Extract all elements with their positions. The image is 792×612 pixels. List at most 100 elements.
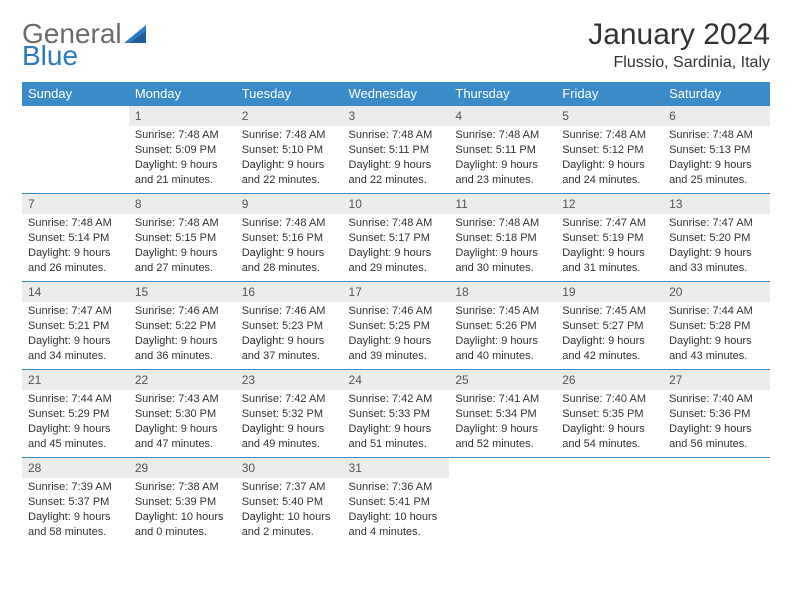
calendar-cell: [663, 458, 770, 546]
calendar-cell: 6Sunrise: 7:48 AMSunset: 5:13 PMDaylight…: [663, 106, 770, 194]
calendar-cell: 1Sunrise: 7:48 AMSunset: 5:09 PMDaylight…: [129, 106, 236, 194]
calendar-cell: 27Sunrise: 7:40 AMSunset: 5:36 PMDayligh…: [663, 370, 770, 458]
day-number: 24: [343, 370, 450, 390]
calendar-cell: 4Sunrise: 7:48 AMSunset: 5:11 PMDaylight…: [449, 106, 556, 194]
calendar-cell: 29Sunrise: 7:38 AMSunset: 5:39 PMDayligh…: [129, 458, 236, 546]
day-number: 4: [449, 106, 556, 126]
calendar-table: SundayMondayTuesdayWednesdayThursdayFrid…: [22, 82, 770, 546]
day-content: Sunrise: 7:40 AMSunset: 5:36 PMDaylight:…: [663, 390, 770, 455]
day-number: 11: [449, 194, 556, 214]
calendar-cell: 16Sunrise: 7:46 AMSunset: 5:23 PMDayligh…: [236, 282, 343, 370]
calendar-cell: 13Sunrise: 7:47 AMSunset: 5:20 PMDayligh…: [663, 194, 770, 282]
day-content: Sunrise: 7:46 AMSunset: 5:25 PMDaylight:…: [343, 302, 450, 367]
day-content: Sunrise: 7:47 AMSunset: 5:21 PMDaylight:…: [22, 302, 129, 367]
calendar-cell: 21Sunrise: 7:44 AMSunset: 5:29 PMDayligh…: [22, 370, 129, 458]
day-content: Sunrise: 7:43 AMSunset: 5:30 PMDaylight:…: [129, 390, 236, 455]
day-content: Sunrise: 7:47 AMSunset: 5:20 PMDaylight:…: [663, 214, 770, 279]
calendar-cell: 15Sunrise: 7:46 AMSunset: 5:22 PMDayligh…: [129, 282, 236, 370]
day-number: 6: [663, 106, 770, 126]
day-number: 14: [22, 282, 129, 302]
logo-text-blue: Blue: [22, 40, 770, 72]
day-number: 3: [343, 106, 450, 126]
day-number: 16: [236, 282, 343, 302]
weekday-header: Friday: [556, 82, 663, 106]
day-number: 17: [343, 282, 450, 302]
calendar-cell: 25Sunrise: 7:41 AMSunset: 5:34 PMDayligh…: [449, 370, 556, 458]
day-content: Sunrise: 7:48 AMSunset: 5:15 PMDaylight:…: [129, 214, 236, 279]
calendar-cell: 23Sunrise: 7:42 AMSunset: 5:32 PMDayligh…: [236, 370, 343, 458]
day-content: Sunrise: 7:39 AMSunset: 5:37 PMDaylight:…: [22, 478, 129, 543]
day-number: 2: [236, 106, 343, 126]
day-number: 10: [343, 194, 450, 214]
day-number: 27: [663, 370, 770, 390]
calendar-cell: 26Sunrise: 7:40 AMSunset: 5:35 PMDayligh…: [556, 370, 663, 458]
day-content: Sunrise: 7:41 AMSunset: 5:34 PMDaylight:…: [449, 390, 556, 455]
day-content: Sunrise: 7:45 AMSunset: 5:26 PMDaylight:…: [449, 302, 556, 367]
calendar-cell: 9Sunrise: 7:48 AMSunset: 5:16 PMDaylight…: [236, 194, 343, 282]
calendar-cell: 7Sunrise: 7:48 AMSunset: 5:14 PMDaylight…: [22, 194, 129, 282]
calendar-cell: 24Sunrise: 7:42 AMSunset: 5:33 PMDayligh…: [343, 370, 450, 458]
calendar-cell: 30Sunrise: 7:37 AMSunset: 5:40 PMDayligh…: [236, 458, 343, 546]
day-number: 1: [129, 106, 236, 126]
day-content: Sunrise: 7:46 AMSunset: 5:23 PMDaylight:…: [236, 302, 343, 367]
calendar-cell: 10Sunrise: 7:48 AMSunset: 5:17 PMDayligh…: [343, 194, 450, 282]
calendar-cell: 22Sunrise: 7:43 AMSunset: 5:30 PMDayligh…: [129, 370, 236, 458]
day-number: 25: [449, 370, 556, 390]
day-number: 31: [343, 458, 450, 478]
day-content: Sunrise: 7:36 AMSunset: 5:41 PMDaylight:…: [343, 478, 450, 543]
calendar-cell: 8Sunrise: 7:48 AMSunset: 5:15 PMDaylight…: [129, 194, 236, 282]
calendar-cell: [449, 458, 556, 546]
calendar-cell: 17Sunrise: 7:46 AMSunset: 5:25 PMDayligh…: [343, 282, 450, 370]
day-number: 21: [22, 370, 129, 390]
weekday-header: Thursday: [449, 82, 556, 106]
day-content: Sunrise: 7:48 AMSunset: 5:11 PMDaylight:…: [343, 126, 450, 191]
day-number: 5: [556, 106, 663, 126]
day-content: Sunrise: 7:44 AMSunset: 5:29 PMDaylight:…: [22, 390, 129, 455]
calendar-header-row: SundayMondayTuesdayWednesdayThursdayFrid…: [22, 82, 770, 106]
calendar-cell: 20Sunrise: 7:44 AMSunset: 5:28 PMDayligh…: [663, 282, 770, 370]
weekday-header: Wednesday: [343, 82, 450, 106]
day-number: 15: [129, 282, 236, 302]
day-content: Sunrise: 7:44 AMSunset: 5:28 PMDaylight:…: [663, 302, 770, 367]
calendar-cell: 28Sunrise: 7:39 AMSunset: 5:37 PMDayligh…: [22, 458, 129, 546]
day-content: Sunrise: 7:42 AMSunset: 5:32 PMDaylight:…: [236, 390, 343, 455]
day-content: Sunrise: 7:48 AMSunset: 5:12 PMDaylight:…: [556, 126, 663, 191]
calendar-body: 1Sunrise: 7:48 AMSunset: 5:09 PMDaylight…: [22, 106, 770, 546]
day-content: Sunrise: 7:42 AMSunset: 5:33 PMDaylight:…: [343, 390, 450, 455]
calendar-cell: 14Sunrise: 7:47 AMSunset: 5:21 PMDayligh…: [22, 282, 129, 370]
calendar-cell: 11Sunrise: 7:48 AMSunset: 5:18 PMDayligh…: [449, 194, 556, 282]
day-number: 22: [129, 370, 236, 390]
day-number: 8: [129, 194, 236, 214]
day-content: Sunrise: 7:48 AMSunset: 5:14 PMDaylight:…: [22, 214, 129, 279]
day-number: 13: [663, 194, 770, 214]
day-content: Sunrise: 7:45 AMSunset: 5:27 PMDaylight:…: [556, 302, 663, 367]
day-content: Sunrise: 7:38 AMSunset: 5:39 PMDaylight:…: [129, 478, 236, 543]
calendar-cell: 12Sunrise: 7:47 AMSunset: 5:19 PMDayligh…: [556, 194, 663, 282]
day-content: Sunrise: 7:48 AMSunset: 5:18 PMDaylight:…: [449, 214, 556, 279]
weekday-header: Tuesday: [236, 82, 343, 106]
day-content: Sunrise: 7:48 AMSunset: 5:09 PMDaylight:…: [129, 126, 236, 191]
day-content: Sunrise: 7:48 AMSunset: 5:11 PMDaylight:…: [449, 126, 556, 191]
day-number: 12: [556, 194, 663, 214]
weekday-header: Sunday: [22, 82, 129, 106]
day-number: 30: [236, 458, 343, 478]
day-number: 28: [22, 458, 129, 478]
day-number: 20: [663, 282, 770, 302]
day-content: Sunrise: 7:48 AMSunset: 5:13 PMDaylight:…: [663, 126, 770, 191]
day-content: Sunrise: 7:40 AMSunset: 5:35 PMDaylight:…: [556, 390, 663, 455]
day-content: Sunrise: 7:48 AMSunset: 5:10 PMDaylight:…: [236, 126, 343, 191]
calendar-cell: 31Sunrise: 7:36 AMSunset: 5:41 PMDayligh…: [343, 458, 450, 546]
day-number: 18: [449, 282, 556, 302]
day-content: Sunrise: 7:37 AMSunset: 5:40 PMDaylight:…: [236, 478, 343, 543]
day-number: 7: [22, 194, 129, 214]
day-number: 19: [556, 282, 663, 302]
calendar-cell: [556, 458, 663, 546]
calendar-cell: 3Sunrise: 7:48 AMSunset: 5:11 PMDaylight…: [343, 106, 450, 194]
calendar-cell: 2Sunrise: 7:48 AMSunset: 5:10 PMDaylight…: [236, 106, 343, 194]
day-number: 23: [236, 370, 343, 390]
weekday-header: Saturday: [663, 82, 770, 106]
day-number: 29: [129, 458, 236, 478]
day-content: Sunrise: 7:48 AMSunset: 5:17 PMDaylight:…: [343, 214, 450, 279]
day-content: Sunrise: 7:46 AMSunset: 5:22 PMDaylight:…: [129, 302, 236, 367]
calendar-cell: 5Sunrise: 7:48 AMSunset: 5:12 PMDaylight…: [556, 106, 663, 194]
